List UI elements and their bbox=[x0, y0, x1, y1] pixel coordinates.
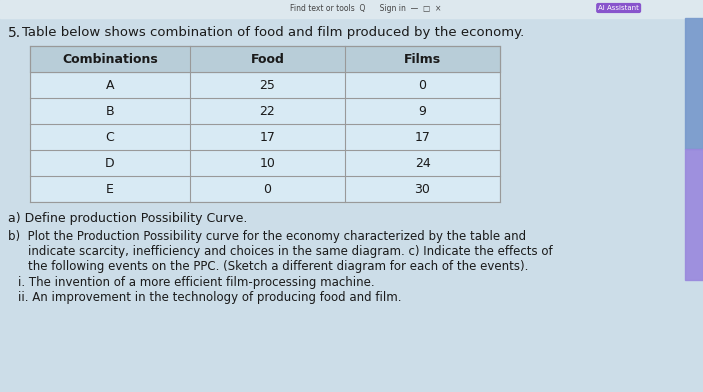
Bar bbox=[30, 46, 500, 202]
Bar bbox=[30, 176, 500, 202]
Bar bbox=[30, 98, 500, 124]
Bar bbox=[30, 46, 500, 72]
Text: ii. An improvement in the technology of producing food and film.: ii. An improvement in the technology of … bbox=[18, 291, 401, 304]
Text: 10: 10 bbox=[259, 156, 276, 169]
Bar bbox=[0, 0, 703, 18]
Text: a) Define production Possibility Curve.: a) Define production Possibility Curve. bbox=[8, 212, 247, 225]
Text: B: B bbox=[105, 105, 115, 118]
Text: i. The invention of a more efficient film-processing machine.: i. The invention of a more efficient fil… bbox=[18, 276, 375, 289]
Text: Table below shows combination of food and film produced by the economy.: Table below shows combination of food an… bbox=[22, 26, 524, 39]
Text: 24: 24 bbox=[415, 156, 430, 169]
Text: 5.: 5. bbox=[8, 26, 21, 40]
Text: Films: Films bbox=[404, 53, 441, 65]
Text: E: E bbox=[106, 183, 114, 196]
Text: indicate scarcity, inefficiency and choices in the same diagram. c) Indicate the: indicate scarcity, inefficiency and choi… bbox=[28, 245, 553, 258]
Text: 30: 30 bbox=[415, 183, 430, 196]
Text: the following events on the PPC. (Sketch a different diagram for each of the eve: the following events on the PPC. (Sketch… bbox=[28, 260, 529, 273]
Bar bbox=[30, 46, 500, 202]
Text: 9: 9 bbox=[418, 105, 427, 118]
Text: Food: Food bbox=[250, 53, 285, 65]
Bar bbox=[685, 18, 703, 149]
Text: 25: 25 bbox=[259, 78, 276, 91]
Text: 22: 22 bbox=[259, 105, 276, 118]
Text: Find text or tools  Q      Sign in  —  □  ×: Find text or tools Q Sign in — □ × bbox=[290, 4, 441, 13]
Text: Combinations: Combinations bbox=[62, 53, 158, 65]
Bar bbox=[30, 72, 500, 98]
Text: D: D bbox=[105, 156, 115, 169]
Text: 0: 0 bbox=[264, 183, 271, 196]
Text: A: A bbox=[105, 78, 115, 91]
Text: b)  Plot the Production Possibility curve for the economy characterized by the t: b) Plot the Production Possibility curve… bbox=[8, 230, 526, 243]
Text: C: C bbox=[105, 131, 115, 143]
Bar bbox=[30, 124, 500, 150]
Bar bbox=[30, 150, 500, 176]
Text: 0: 0 bbox=[418, 78, 427, 91]
Text: AI Assistant: AI Assistant bbox=[598, 5, 639, 11]
Bar bbox=[685, 149, 703, 280]
Text: 17: 17 bbox=[259, 131, 276, 143]
Text: 17: 17 bbox=[415, 131, 430, 143]
